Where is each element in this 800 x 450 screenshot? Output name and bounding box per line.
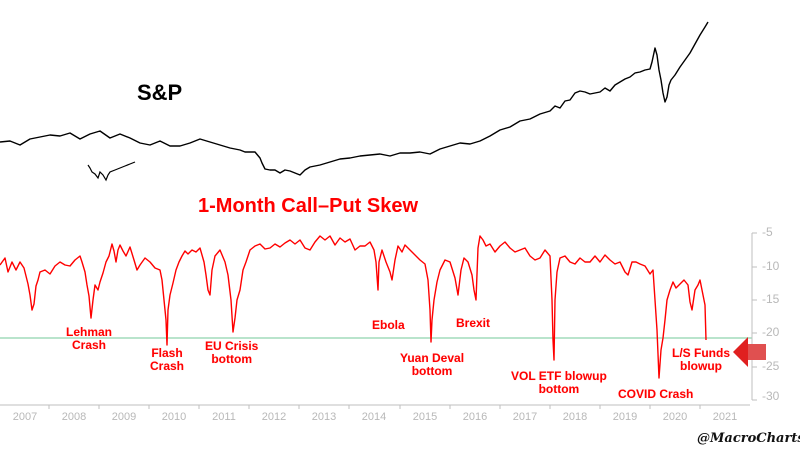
x-ticks: [48, 405, 701, 409]
annotation-ls-funds: L/S Funds blowup: [672, 346, 730, 373]
annotation-lehman: Lehman Crash: [66, 325, 113, 352]
sp-line-detail: [87, 161, 136, 182]
annotation-flash-crash: Flash Crash: [150, 346, 185, 373]
x-tick-label: 2013: [311, 411, 337, 423]
x-tick-label: 2016: [462, 411, 488, 423]
x-tick-label: 2012: [261, 411, 287, 423]
x-tick-label: 2021: [712, 411, 738, 423]
x-tick-label: 2009: [111, 411, 137, 423]
y-tick-label: -10: [762, 259, 780, 273]
x-tick-label: 2017: [512, 411, 538, 423]
sp-title: S&P: [137, 80, 183, 105]
x-tick-label: 2011: [212, 411, 236, 423]
y-tick-label: -15: [762, 292, 780, 306]
annotation-vol-etf: VOL ETF blowup bottom: [511, 369, 607, 396]
annotation-brexit: Brexit: [456, 316, 491, 330]
annotation-ebola: Ebola: [372, 318, 405, 332]
x-tick-label: 2010: [161, 411, 187, 423]
sp-line: [0, 21, 709, 176]
annotation-covid: COVID Crash: [618, 387, 694, 401]
arrow-left-icon: [733, 337, 766, 367]
x-tick-label: 2014: [361, 411, 387, 423]
y-tick-label: -5: [762, 225, 773, 239]
y-tick-label: -30: [762, 389, 780, 403]
x-tick-label: 2007: [12, 411, 38, 423]
x-tick-label: 2018: [562, 411, 588, 423]
y-tick-label: -20: [762, 325, 780, 339]
annotation-yuan-deval: Yuan Deval bottom: [400, 351, 465, 378]
credit-watermark: @MacroCharts: [697, 431, 800, 446]
x-tick-label: 2008: [61, 411, 87, 423]
skew-title: 1-Month Call–Put Skew: [198, 195, 419, 217]
x-tick-label: 2019: [612, 411, 638, 423]
x-tick-label: 2015: [412, 411, 438, 423]
skew-line: [0, 235, 707, 379]
y-tick-label: -25: [762, 359, 780, 373]
annotation-eu-crisis: EU Crisis bottom: [205, 339, 259, 366]
x-tick-label: 2020: [662, 411, 688, 423]
